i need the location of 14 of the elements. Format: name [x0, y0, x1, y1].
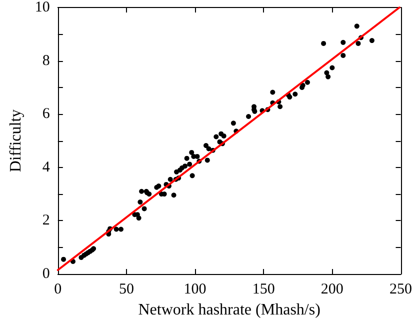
x-tick-label: 200	[320, 282, 344, 298]
y-tick-label: 2	[42, 212, 50, 229]
y-tick-label: 4	[42, 159, 50, 176]
x-tick-label: 100	[184, 282, 206, 298]
x-tick-label: 0	[54, 282, 62, 298]
y-tick-label: 6	[42, 106, 50, 122]
x-axis-title: Network hashrate (Mhash/s)	[138, 302, 320, 318]
x-tick-label: 250	[390, 282, 412, 298]
y-tick-label: 0	[42, 266, 50, 282]
x-tick-label: 150	[252, 282, 275, 298]
y-tick-label: 10	[34, 0, 50, 16]
x-tick-label: 50	[118, 282, 134, 298]
y-tick-label: 8	[42, 52, 50, 69]
y-axis-title: Difficulty	[8, 109, 24, 172]
